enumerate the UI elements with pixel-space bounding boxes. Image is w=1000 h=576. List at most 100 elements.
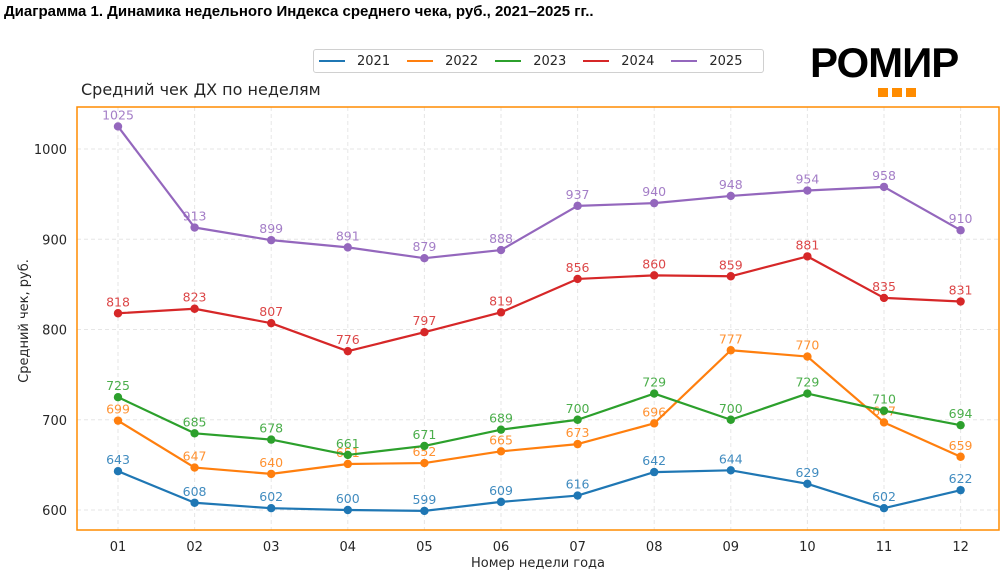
data-point-2024 [573, 274, 582, 284]
data-label-2024: 797 [412, 313, 436, 328]
data-point-2021 [267, 503, 276, 513]
data-point-2021 [803, 479, 812, 489]
data-point-2022 [496, 447, 506, 456]
logo-dots-icon [878, 88, 916, 97]
data-label-2023: 671 [412, 427, 436, 442]
y-axis-label: Средний чек, руб. [17, 259, 32, 383]
data-label-2021: 608 [183, 484, 207, 499]
data-point-2023 [343, 450, 352, 460]
x-tick-label: 05 [416, 540, 433, 555]
data-point-2021 [879, 503, 889, 513]
data-point-2024 [113, 309, 123, 318]
data-point-2025 [879, 182, 889, 192]
y-tick-label: 800 [42, 324, 67, 339]
data-label-2024: 881 [795, 237, 819, 252]
data-point-2024 [879, 293, 889, 303]
chart-legend: 2021 2022 2023 2024 2025 [313, 49, 764, 73]
data-point-2025 [496, 245, 506, 255]
y-tick-label: 1000 [34, 143, 67, 158]
data-point-2025 [267, 235, 276, 245]
data-label-2021: 622 [949, 471, 973, 486]
data-label-2022: 652 [412, 444, 436, 459]
data-point-2025 [803, 186, 812, 195]
data-point-2024 [956, 297, 965, 306]
data-label-2023: 694 [949, 406, 973, 421]
data-label-2025: 1025 [102, 107, 134, 122]
data-point-2022 [113, 416, 123, 425]
data-label-2025: 954 [795, 172, 819, 187]
data-label-2025: 891 [336, 228, 360, 243]
data-label-2021: 599 [412, 492, 436, 507]
data-label-2025: 913 [183, 209, 207, 224]
data-label-2024: 856 [566, 260, 590, 275]
data-label-2024: 819 [489, 293, 513, 308]
data-label-2021: 644 [719, 451, 743, 466]
series-group: 643 608 602 600 599 609 616 642 644 629 602 622 699 6… [102, 107, 973, 516]
data-label-2021: 642 [642, 453, 666, 468]
y-axis-ticks: 600 700 800 900 1000 [34, 143, 67, 519]
x-tick-label: 03 [263, 540, 280, 555]
chart-title: Средний чек ДХ по неделям [81, 80, 321, 99]
legend-swatch-2021 [319, 60, 345, 62]
data-point-2024 [726, 272, 735, 281]
y-tick-label: 900 [42, 233, 67, 248]
data-point-2022 [956, 452, 965, 461]
data-label-2025: 948 [719, 177, 743, 192]
data-label-2024: 859 [719, 257, 743, 272]
y-tick-label: 600 [42, 504, 67, 519]
legend-label-2022: 2022 [445, 53, 479, 69]
data-point-2025 [190, 223, 199, 232]
data-label-2022: 640 [259, 455, 283, 470]
x-tick-label: 12 [952, 540, 969, 555]
data-point-2022 [803, 352, 812, 361]
data-label-2023: 661 [336, 436, 360, 451]
data-label-2022: 673 [566, 425, 590, 440]
data-label-2023: 689 [489, 411, 513, 426]
data-point-2021 [190, 498, 199, 507]
data-point-2024 [420, 328, 429, 337]
data-point-2023 [726, 415, 735, 424]
data-label-2024: 860 [642, 256, 666, 271]
x-axis-ticks: 01 02 03 04 05 06 07 08 09 10 11 12 [110, 540, 969, 555]
document-title: Диаграмма 1. Динамика недельного Индекса… [4, 3, 594, 20]
data-label-2022: 699 [106, 402, 130, 417]
data-label-2021: 609 [489, 483, 513, 498]
data-label-2022: 659 [949, 438, 973, 453]
data-label-2022: 696 [642, 404, 666, 419]
x-tick-label: 08 [646, 540, 663, 555]
data-point-2022 [343, 459, 352, 469]
legend-swatch-2023 [495, 60, 522, 62]
legend-label-2023: 2023 [533, 53, 567, 69]
series-line-2021 [117, 469, 961, 513]
data-label-2024: 776 [336, 332, 360, 347]
legend-item-2023: 2023 [495, 54, 566, 69]
data-label-2025: 899 [259, 221, 283, 236]
data-point-2025 [726, 191, 735, 201]
legend-swatch-2024 [583, 60, 610, 62]
series-line-2025 [117, 125, 962, 260]
y-tick-label: 700 [42, 414, 67, 429]
data-point-2023 [573, 415, 582, 424]
legend-label-2025: 2025 [709, 53, 743, 69]
data-label-2024: 823 [183, 290, 207, 305]
logo-dot [906, 88, 916, 97]
data-point-2023 [267, 435, 276, 444]
data-point-2024 [343, 346, 352, 356]
data-point-2022 [726, 346, 735, 355]
series-2025: 1025 913 899 891 879 888 937 940 948 954 958 910 [102, 107, 973, 263]
romir-logo: РОМИР [810, 42, 985, 100]
data-point-2023 [113, 392, 123, 402]
data-point-2023 [190, 429, 199, 438]
data-point-2024 [650, 271, 659, 280]
data-point-2023 [650, 389, 659, 398]
data-point-2023 [803, 389, 812, 398]
data-label-2023: 710 [872, 392, 896, 407]
plot-frame [76, 106, 1000, 531]
data-label-2021: 629 [795, 465, 819, 480]
data-point-2025 [420, 254, 429, 263]
data-point-2023 [879, 406, 889, 415]
data-point-2022 [190, 463, 199, 472]
legend-item-2024: 2024 [583, 54, 654, 69]
x-tick-label: 04 [340, 540, 357, 555]
